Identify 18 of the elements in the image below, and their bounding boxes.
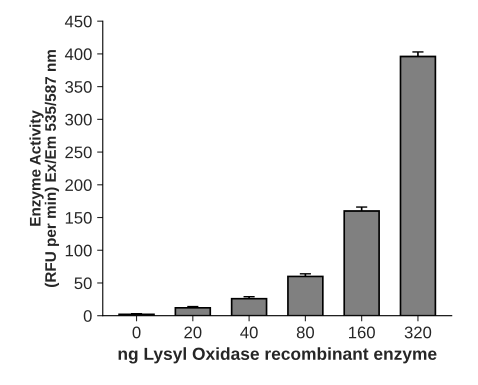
- x-tick-label: 40: [240, 326, 258, 338]
- y-tick-label: 50: [74, 277, 92, 290]
- y-tick-label: 300: [65, 114, 92, 126]
- x-axis-title: ng Lysyl Oxidase recombinant enzyme: [118, 347, 436, 364]
- x-tick-label: 20: [184, 326, 202, 338]
- y-tick-label: 400: [64, 48, 92, 60]
- y-tick-label: 250: [65, 146, 92, 158]
- y-axis-title: Enzyme Activity (RFU per min) Ex/Em 535/587 nm: [29, 50, 59, 287]
- y-tick-label: 0: [84, 310, 92, 322]
- x-tick-label: 320: [404, 326, 432, 338]
- y-tick-label: 100: [66, 244, 92, 256]
- y-tick-label: 200: [65, 179, 92, 192]
- x-tick-label: 80: [296, 326, 314, 338]
- y-tick-label: 150: [66, 212, 92, 224]
- y-tick-label: 350: [65, 81, 92, 93]
- y-tick-label: 450: [64, 16, 92, 28]
- x-tick-label: 160: [349, 326, 375, 338]
- x-tick-label: 0: [132, 326, 141, 338]
